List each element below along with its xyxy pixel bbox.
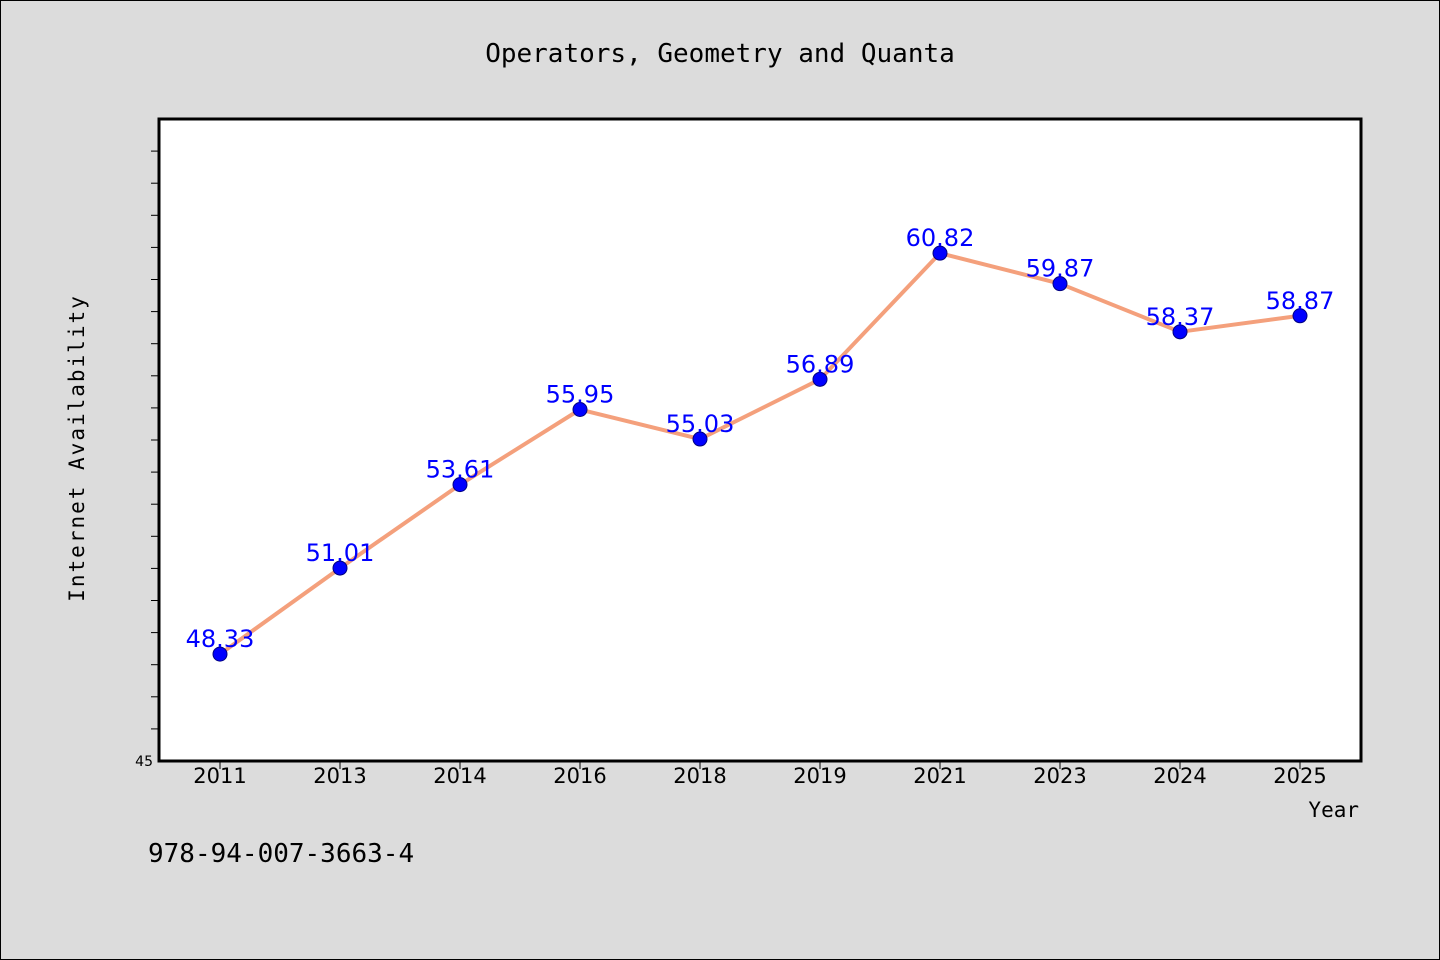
x-tick-label: 2019 (793, 764, 846, 788)
x-tick-label: 2025 (1273, 764, 1326, 788)
data-point (1052, 276, 1068, 292)
data-label: 58.37 (1146, 303, 1215, 331)
chart-title: Operators, Geometry and Quanta (485, 39, 955, 69)
x-tick-label: 2024 (1153, 764, 1206, 788)
data-point (1172, 324, 1188, 340)
data-label: 51.01 (306, 539, 375, 567)
x-tick-label: 2013 (313, 764, 366, 788)
series-line-group (218, 251, 1301, 656)
y-axis-ticks: 45 (135, 150, 159, 770)
data-point (212, 646, 228, 662)
plot-area (157, 117, 1363, 763)
x-tick-label: 2014 (433, 764, 486, 788)
data-point (572, 402, 588, 418)
data-label: 55.03 (666, 410, 735, 438)
series-line (218, 251, 1301, 656)
x-tick-label: 2021 (913, 764, 966, 788)
data-label: 48.33 (186, 625, 255, 653)
footer-code: 978-94-007-3663-4 (148, 839, 414, 869)
x-axis-ticks: 2011 2013 2014 2016 2018 2019 2021 2023 2024 2025 (193, 761, 1327, 788)
x-tick-label: 2011 (193, 764, 246, 788)
x-tick-label: 2018 (673, 764, 726, 788)
x-tick-label: 2016 (553, 764, 606, 788)
data-point (1292, 308, 1308, 324)
data-point (932, 245, 948, 261)
data-labels-group: 48.33 51.01 53.61 55.95 55.03 56.89 60.82 59.87… (186, 224, 1335, 653)
data-label: 60.82 (906, 224, 975, 252)
x-tick-label: 2023 (1033, 764, 1086, 788)
data-label: 59.87 (1026, 255, 1095, 283)
data-points-group (212, 245, 1308, 662)
data-label: 55.95 (546, 381, 615, 409)
data-point (812, 371, 828, 387)
data-point (692, 431, 708, 447)
data-label: 53.61 (426, 456, 495, 484)
data-point (452, 477, 468, 493)
data-label: 58.87 (1266, 287, 1335, 315)
y-axis-label: Internet Availability (65, 294, 89, 602)
data-point (332, 560, 348, 576)
x-axis-label: Year (1308, 798, 1359, 822)
y-tick-label: 45 (135, 754, 153, 770)
data-label: 56.89 (786, 350, 855, 378)
